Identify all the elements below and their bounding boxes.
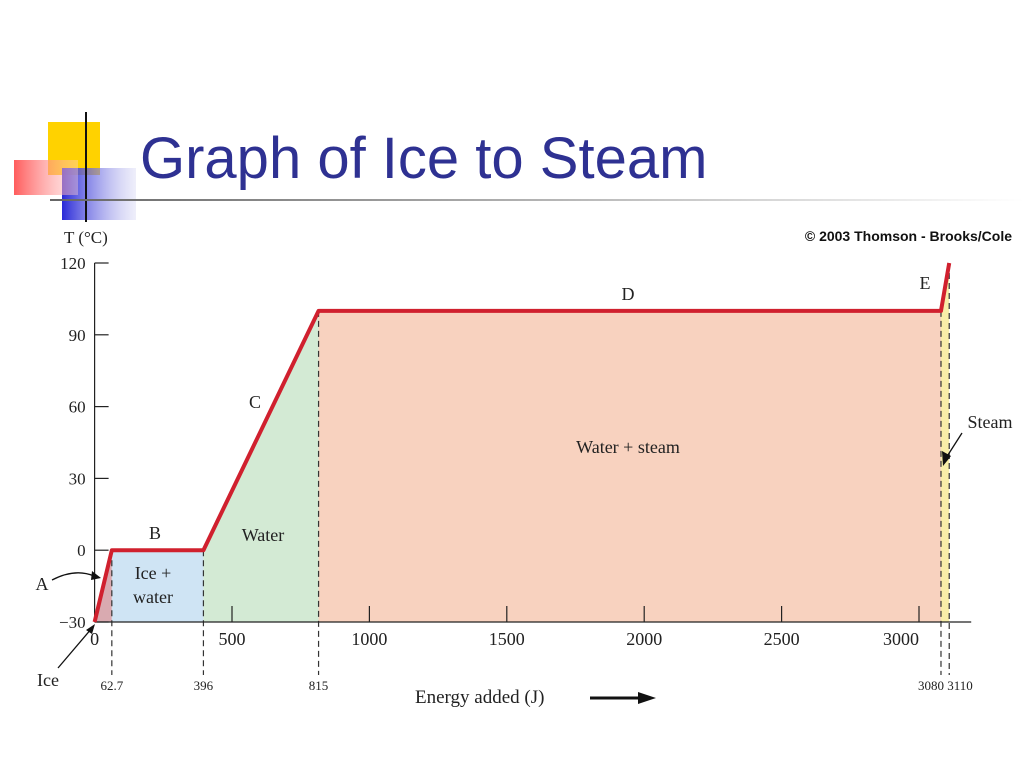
pointer-head	[86, 624, 95, 634]
x-label-arrow	[590, 692, 656, 704]
boundary-label: 396	[194, 678, 214, 693]
boundary-label: 62.7	[100, 678, 123, 693]
x-axis-label: Energy added (J)	[415, 687, 544, 708]
y-axis-label: T (°C)	[64, 228, 108, 247]
segment-letter: A	[36, 574, 49, 594]
y-tick-label: −30	[59, 613, 86, 632]
phase-region	[940, 263, 950, 622]
pointer	[57, 627, 93, 669]
phase-label: Ice	[37, 670, 59, 690]
phase-label: water	[133, 587, 173, 607]
phase-label: Ice +	[135, 563, 172, 583]
y-tick-label: 30	[69, 469, 86, 488]
x-tick-label: 500	[219, 629, 246, 649]
y-tick-label: 120	[60, 254, 86, 273]
pointer	[51, 572, 95, 581]
source: © 2003 Thomson - Brooks/Cole	[805, 228, 1012, 244]
pointer-head	[942, 451, 951, 466]
phase-region	[203, 310, 319, 622]
slide-title: Graph of Ice to Steam	[140, 126, 707, 191]
phase-label: Steam	[968, 412, 1013, 432]
phase-region	[318, 310, 941, 622]
segment-letter: E	[920, 273, 931, 293]
x-tick-label: 2000	[626, 629, 662, 649]
boundary-label: 815	[309, 678, 329, 693]
boundary-label: 3080	[918, 678, 944, 693]
y-tick-label: 60	[69, 398, 86, 417]
y-tick-label: 90	[69, 326, 86, 345]
phase-label: Water + steam	[576, 437, 680, 457]
boundary-label: 3110	[947, 678, 973, 693]
y-tick-label: 0	[77, 541, 86, 560]
pointer	[945, 432, 963, 459]
phase-region	[111, 550, 204, 622]
heating-curve	[92, 262, 952, 623]
x-tick-label: 1500	[489, 629, 525, 649]
deco-rule	[50, 199, 1024, 201]
deco-red	[14, 160, 78, 195]
x-tick-label: 2500	[764, 629, 800, 649]
phase-label: Water	[242, 525, 285, 545]
pointer-head	[91, 571, 101, 580]
segment-letter: C	[249, 392, 261, 412]
x-tick-label: 3000	[883, 629, 919, 649]
segment-letter: B	[149, 523, 161, 543]
x-tick-label: 0	[90, 629, 99, 649]
x-tick-label: 1000	[351, 629, 387, 649]
segment-letter: D	[622, 284, 635, 304]
